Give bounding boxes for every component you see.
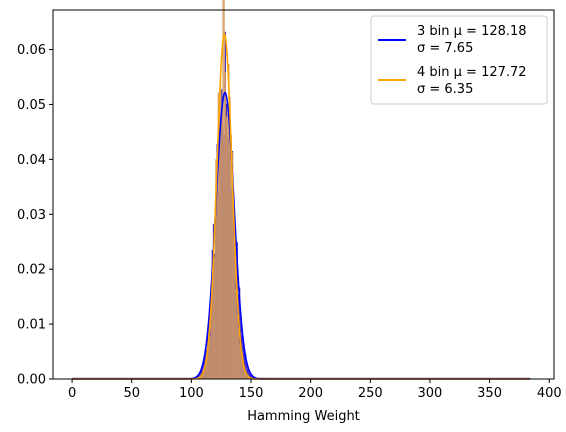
histogram-bar-3-bin: [245, 354, 247, 379]
histogram-bar-3-bin: [199, 371, 201, 379]
histogram-bar-4-bin: [202, 374, 204, 379]
histogram-bar-4-bin: [210, 311, 212, 379]
histogram-bar-4-bin: [200, 375, 203, 379]
histogram-bar-4-bin: [214, 256, 216, 379]
histogram-bar-4-bin: [246, 375, 248, 379]
x-tick-label: 300: [418, 386, 443, 401]
histogram-bar-4-bin: [215, 159, 217, 379]
histogram-bar-4-bin: [243, 370, 246, 379]
x-tick-label: 100: [179, 386, 204, 401]
histogram-bar-4-bin: [218, 91, 220, 380]
histogram-bar-4-bin: [240, 345, 242, 379]
histogram-bar-3-bin: [243, 350, 246, 379]
x-tick-label: 200: [298, 386, 323, 401]
x-axis-label: Hamming Weight: [247, 409, 360, 424]
histogram-bar-4-bin: [239, 343, 241, 379]
histogram-bar-4-bin: [225, 116, 228, 379]
histogram-bar-4-bin: [235, 288, 237, 379]
histogram-bar-4-bin: [222, 0, 224, 380]
histogram-bar-4-bin: [206, 353, 209, 379]
x-axis-ticks: 0 50 100 150 200 250 300 350 400: [68, 379, 562, 401]
histogram-bar-4-bin: [245, 372, 247, 379]
x-tick-label: 400: [537, 386, 562, 401]
histogram-bar-4-bin: [242, 360, 244, 379]
histogram-bar-4-bin: [227, 113, 229, 380]
legend-label-3-bin-line1: 3 bin μ = 128.18: [417, 24, 527, 39]
histogram-bar-4-bin: [236, 313, 238, 379]
histogram-bar-4-bin: [230, 134, 232, 379]
histogram-bar-3-bin: [249, 373, 252, 379]
histogram-bar-3-bin: [246, 361, 248, 379]
y-tick-label: 0.04: [17, 153, 46, 168]
histogram-bar-4-bin: [203, 370, 205, 379]
histogram-bar-4-bin: [209, 336, 211, 379]
x-tick-label: 150: [239, 386, 264, 401]
y-axis-ticks: 0.00 0.01 0.02 0.03 0.04 0.05 0.06: [17, 43, 53, 388]
legend: 3 bin μ = 128.18 σ = 7.65 4 bin μ = 127.…: [370, 15, 548, 105]
histogram-bar-3-bin: [198, 373, 200, 379]
histogram-bar-4-bin: [228, 63, 230, 380]
histogram-bar-3-bin: [248, 371, 250, 379]
histogram-bar-4-bin: [223, 0, 225, 380]
legend-label-4-bin-line2: σ = 6.35: [417, 82, 473, 97]
histogram-bar-4-bin: [241, 352, 243, 379]
y-tick-label: 0.02: [17, 263, 46, 278]
histogram-bar-4-bin: [212, 261, 215, 379]
histogram-bar-4-bin: [233, 235, 235, 379]
histogram-bar-4-bin: [205, 357, 207, 379]
histogram-bar-4-bin: [224, 72, 226, 379]
histogram-bar-4-bin: [237, 328, 240, 379]
y-tick-label: 0.01: [17, 318, 46, 333]
histogram-bar-4-bin: [234, 227, 236, 379]
legend-label-3-bin-line2: σ = 7.65: [417, 41, 473, 56]
fit-curve-3-bin: [72, 91, 531, 380]
x-tick-label: 350: [477, 386, 502, 401]
histogram-bar-4-bin: [211, 280, 213, 379]
histogram-bar-4-bin: [231, 152, 234, 379]
y-tick-label: 0.00: [17, 373, 46, 388]
y-tick-label: 0.06: [17, 43, 46, 58]
histogram-bar-4-bin: [208, 331, 210, 379]
plot-frame: [52, 9, 555, 380]
legend-box: [370, 15, 548, 105]
histogram-bar-4-bin: [229, 96, 231, 379]
histogram-bar-3-bin: [251, 375, 253, 379]
x-tick-label: 250: [358, 386, 383, 401]
histogram-bar-4-bin: [204, 364, 206, 379]
histogram-bar-4-bin: [220, 79, 222, 380]
histogram-bar-4-bin: [221, 108, 223, 380]
x-tick-label: 0: [68, 386, 76, 401]
histogram-bar-4-bin: [216, 169, 218, 379]
histogram-bar-4-bin: [217, 92, 219, 379]
histogram-bar-4-bin: [247, 376, 249, 379]
y-tick-label: 0.05: [17, 98, 46, 113]
legend-label-4-bin-line1: 4 bin μ = 127.72: [417, 65, 527, 80]
x-tick-label: 50: [123, 386, 140, 401]
histogram-bar-3-bin: [247, 369, 249, 379]
y-tick-label: 0.03: [17, 208, 46, 223]
